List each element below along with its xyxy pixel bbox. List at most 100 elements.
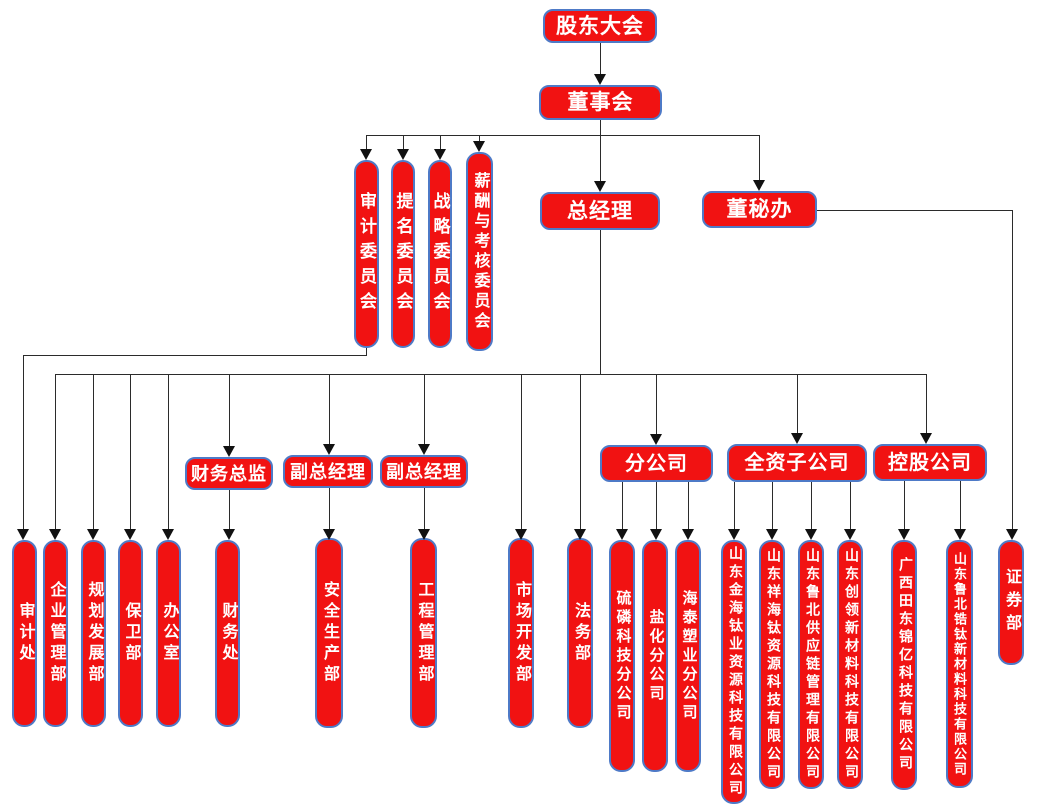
arrowhead-icon: [162, 529, 174, 540]
node-nomination-committee: 提名委员会: [391, 160, 415, 348]
connector-line: [797, 374, 798, 435]
arrowhead-icon: [753, 180, 765, 191]
arrowhead-icon: [418, 529, 430, 540]
connector-line: [23, 355, 367, 356]
node-safety-production-dept: 安全生产部: [315, 538, 343, 728]
arrowhead-icon: [766, 529, 778, 540]
node-guangxi-tiandong-jinyi-co: 广西田东锦亿科技有限公司: [891, 540, 917, 790]
node-salt-chemical-branch: 盐化分公司: [642, 540, 668, 772]
arrowhead-icon: [223, 529, 235, 540]
connector-line: [23, 355, 24, 531]
arrowhead-icon: [323, 444, 335, 455]
node-compensation-assessment-committee: 薪酬与考核委员会: [466, 152, 493, 351]
connector-line: [600, 43, 601, 75]
connector-line: [366, 135, 367, 151]
connector-line: [403, 135, 404, 151]
node-enterprise-management-dept: 企业管理部: [43, 540, 68, 727]
arrowhead-icon: [87, 529, 99, 540]
arrowhead-icon: [920, 433, 932, 444]
node-holding-companies: 控股公司: [873, 444, 987, 481]
connector-line: [55, 374, 56, 531]
node-audit-office: 审计处: [12, 540, 37, 727]
connector-line: [366, 348, 367, 356]
connector-line: [424, 374, 425, 446]
node-engineering-management-dept: 工程管理部: [410, 538, 437, 728]
arrowhead-icon: [574, 529, 586, 540]
arrowhead-icon: [515, 529, 527, 540]
connector-line: [759, 135, 760, 182]
arrowhead-icon: [323, 529, 335, 540]
connector-line: [904, 481, 905, 531]
arrowhead-icon: [124, 529, 136, 540]
node-deputy-gm-2: 副总经理: [380, 455, 468, 488]
connector-line: [850, 482, 851, 531]
arrowhead-icon: [360, 149, 372, 160]
node-shareholders-meeting: 股东大会: [543, 9, 657, 43]
arrowhead-icon: [844, 529, 856, 540]
arrowhead-icon: [397, 149, 409, 160]
connector-line: [734, 482, 735, 531]
node-finance-office: 财务处: [215, 540, 240, 727]
node-general-office: 办公室: [156, 540, 181, 727]
arrowhead-icon: [682, 529, 694, 540]
node-haitai-plastics-branch: 海泰塑业分公司: [675, 540, 701, 772]
connector-line: [926, 374, 927, 435]
connector-line: [55, 374, 927, 375]
connector-line: [329, 488, 330, 531]
arrowhead-icon: [650, 529, 662, 540]
connector-line: [656, 374, 657, 436]
arrowhead-icon: [898, 529, 910, 540]
arrowhead-icon: [49, 529, 61, 540]
arrowhead-icon: [728, 529, 740, 540]
arrowhead-icon: [223, 446, 235, 457]
arrowhead-icon: [954, 529, 966, 540]
connector-line: [817, 210, 1013, 211]
connector-line: [688, 482, 689, 531]
arrowhead-icon: [418, 444, 430, 455]
node-general-manager: 总经理: [540, 192, 660, 230]
connector-line: [600, 120, 601, 136]
node-lubei-supply-chain-co: 山东鲁北供应链管理有限公司: [798, 540, 824, 789]
node-security-dept: 保卫部: [118, 540, 143, 727]
arrowhead-icon: [1006, 529, 1018, 540]
arrowhead-icon: [473, 141, 485, 152]
node-jinhai-titanium-co: 山东金海钛业资源科技有限公司: [721, 540, 747, 804]
connector-line: [130, 374, 131, 531]
node-chuangling-new-materials-co: 山东创领新材料科技有限公司: [837, 540, 863, 789]
node-strategy-committee: 战略委员会: [428, 160, 452, 348]
connector-line: [168, 374, 169, 531]
connector-line: [622, 482, 623, 531]
node-xianghai-titanium-co: 山东祥海钛资源科技有限公司: [759, 540, 785, 789]
connector-line: [229, 490, 230, 531]
node-wholly-owned-subsidiaries: 全资子公司: [727, 444, 867, 482]
node-sulfur-phosphorus-tech-branch: 硫磷科技分公司: [609, 540, 635, 772]
connector-line: [656, 482, 657, 531]
connector-line: [366, 135, 760, 136]
arrowhead-icon: [616, 529, 628, 540]
connector-line: [521, 374, 522, 531]
node-market-development-dept: 市场开发部: [508, 538, 534, 728]
arrowhead-icon: [594, 74, 606, 85]
node-cfo: 财务总监: [185, 457, 273, 490]
connector-line: [229, 374, 230, 448]
connector-line: [580, 374, 581, 531]
arrowhead-icon: [650, 434, 662, 445]
connector-line: [960, 481, 961, 531]
connector-line: [600, 230, 601, 375]
connector-line: [1012, 210, 1013, 531]
node-legal-dept: 法务部: [567, 538, 593, 728]
node-board-secretary-office: 董秘办: [702, 191, 817, 228]
connector-line: [424, 488, 425, 531]
connector-line: [440, 135, 441, 151]
node-audit-committee: 审计委员会: [354, 160, 379, 348]
node-lubei-zirconium-titanium-co: 山东鲁北锆钛新材料科技有限公司: [946, 540, 973, 788]
connector-line: [479, 135, 480, 144]
node-planning-development-dept: 规划发展部: [81, 540, 106, 727]
node-board-of-directors: 董事会: [539, 85, 662, 120]
node-deputy-gm-1: 副总经理: [283, 455, 373, 488]
arrowhead-icon: [791, 433, 803, 444]
connector-line: [329, 374, 330, 446]
arrowhead-icon: [594, 181, 606, 192]
arrowhead-icon: [434, 149, 446, 160]
